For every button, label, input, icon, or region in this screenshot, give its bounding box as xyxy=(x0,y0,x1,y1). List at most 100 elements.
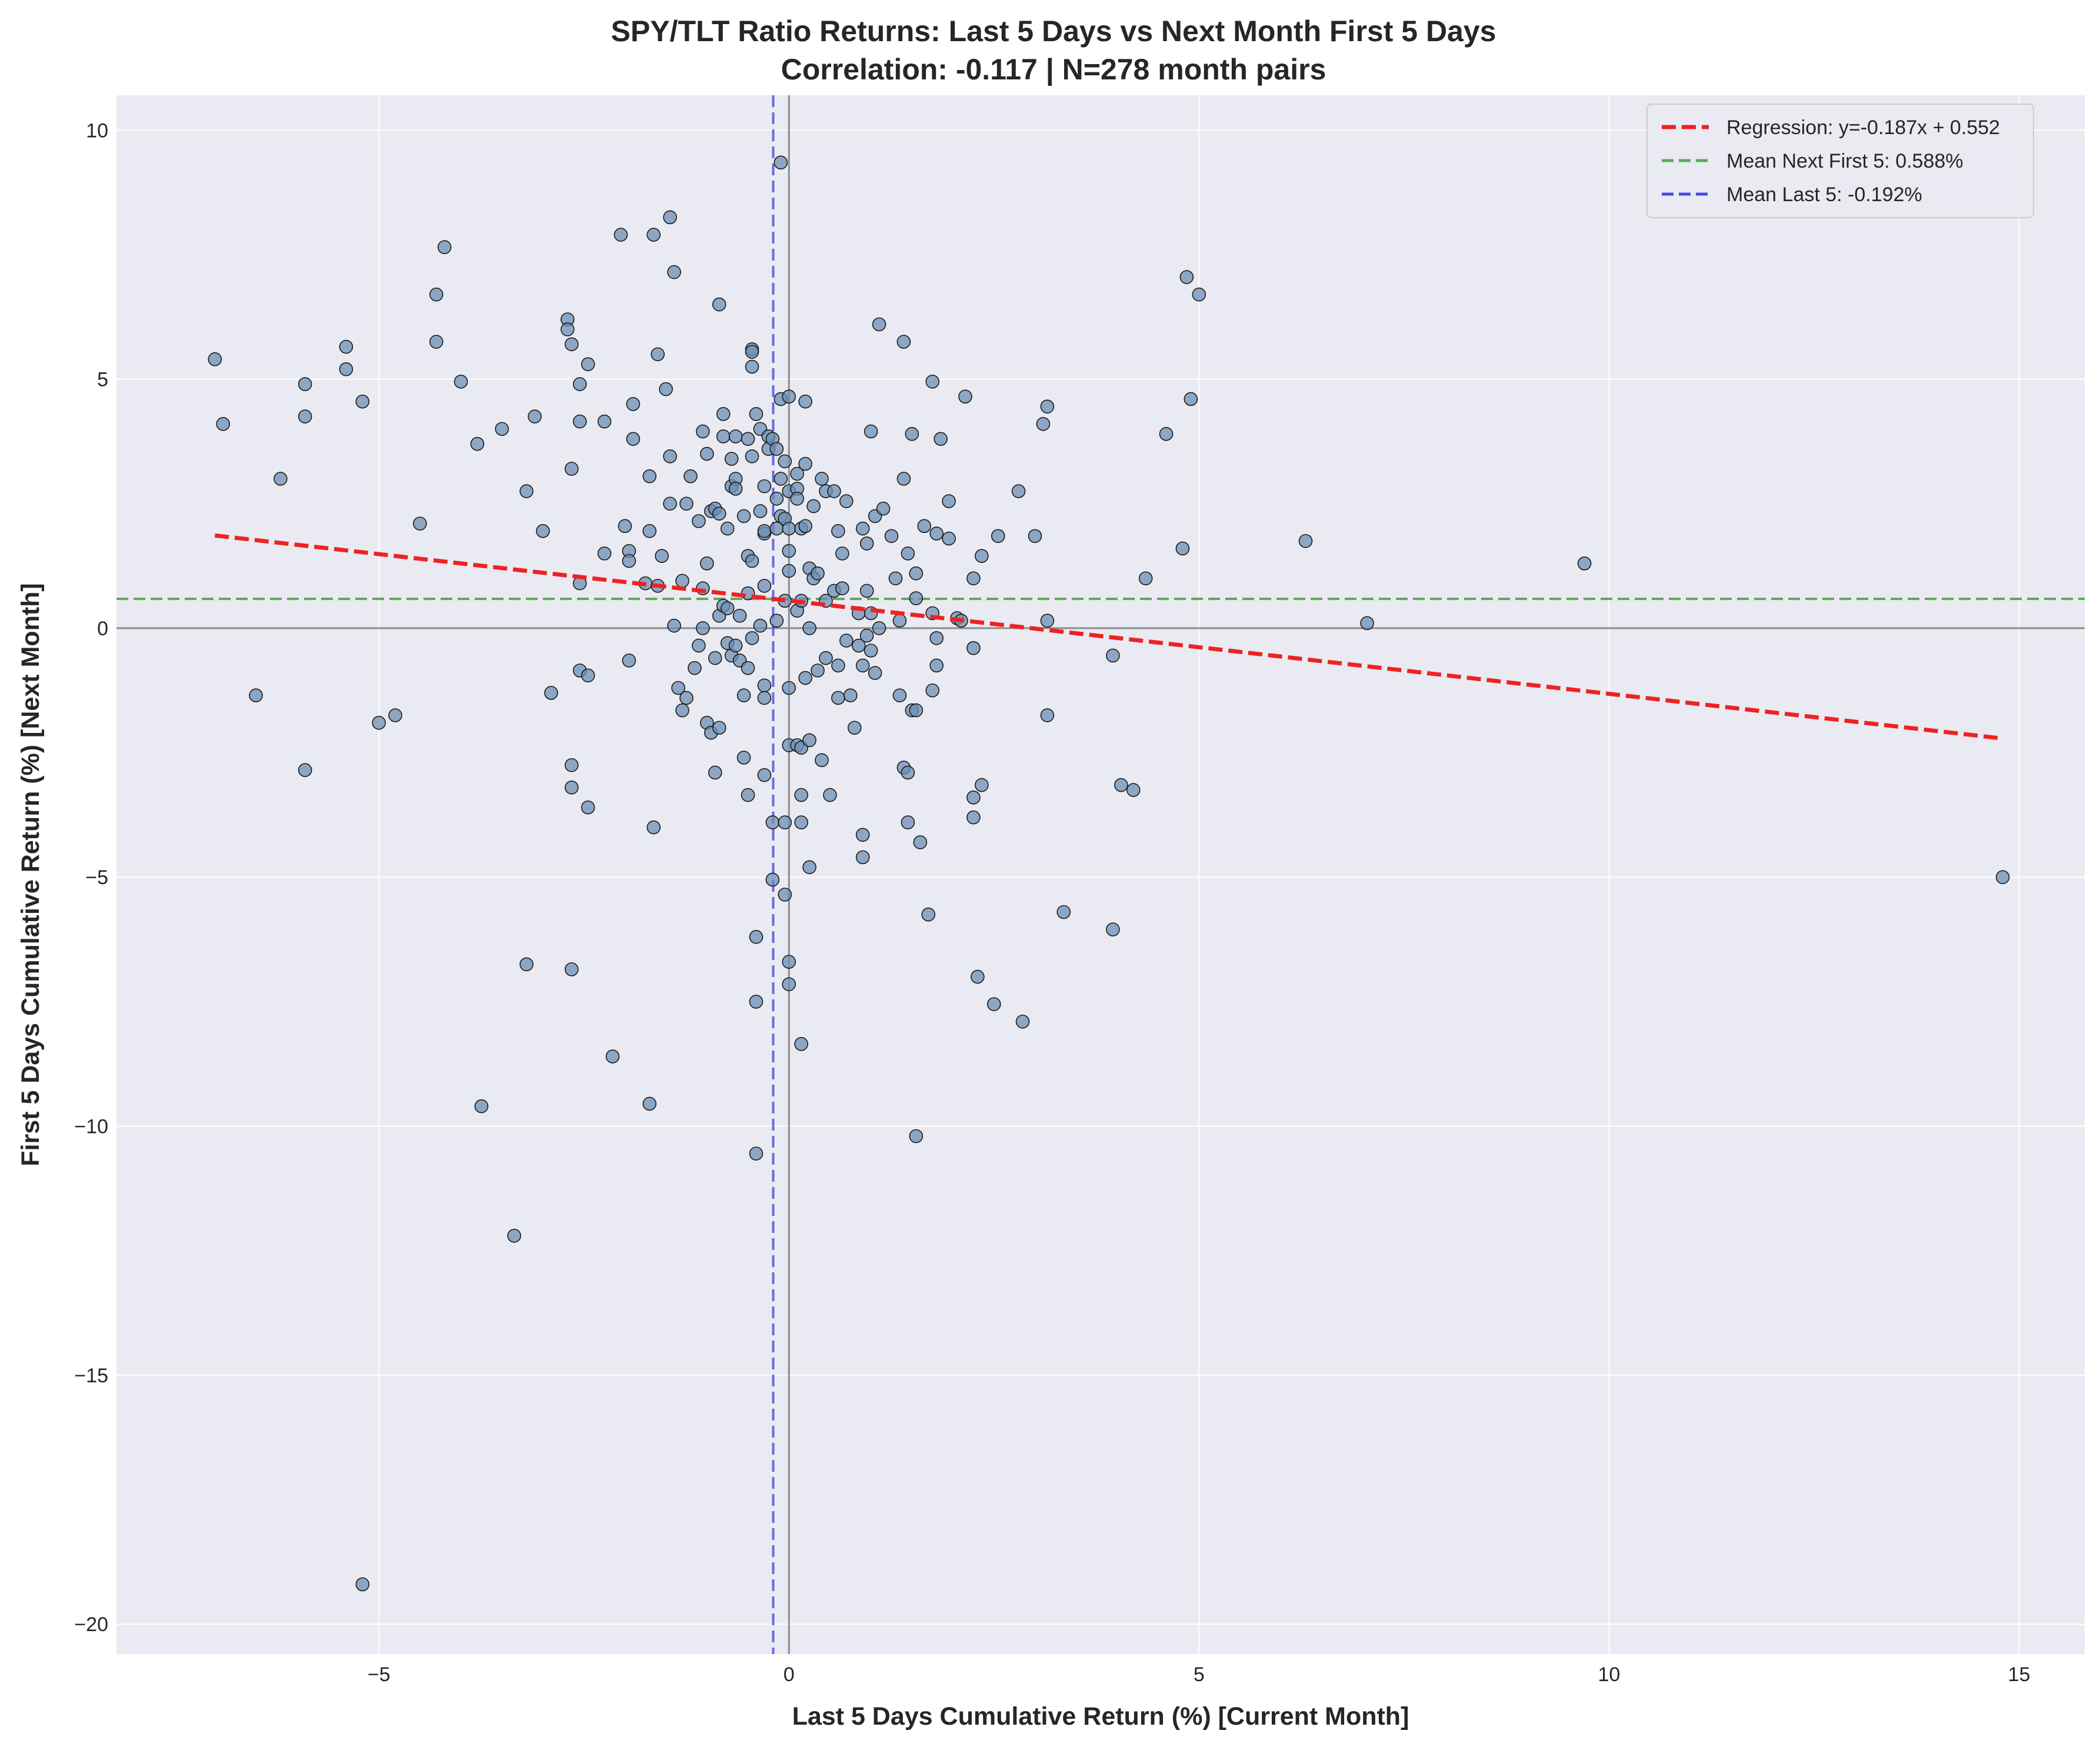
data-point xyxy=(925,375,939,389)
data-point xyxy=(917,519,932,534)
y-tick-label: 5 xyxy=(97,369,108,391)
data-point xyxy=(745,359,759,374)
data-point xyxy=(684,469,698,484)
data-point xyxy=(823,788,837,802)
data-point xyxy=(622,654,636,668)
data-point xyxy=(966,810,981,825)
data-point xyxy=(605,1049,620,1063)
data-point xyxy=(581,668,595,683)
data-point xyxy=(782,564,796,578)
data-point xyxy=(855,658,870,673)
data-point xyxy=(839,494,854,508)
data-point xyxy=(564,758,579,772)
data-point xyxy=(901,546,915,561)
data-point xyxy=(597,414,612,429)
data-point xyxy=(921,907,936,922)
data-point xyxy=(429,287,444,302)
tick-labels: −5 0 5 10 15 −20 −15 −10 −5 0 5 10 xyxy=(74,119,2030,1686)
y-tick-label: −15 xyxy=(74,1365,108,1387)
data-point xyxy=(769,614,784,628)
data-point xyxy=(564,781,579,795)
data-point xyxy=(1028,529,1042,544)
y-axis-label: First 5 Days Cumulative Return (%) [Next… xyxy=(16,583,45,1166)
data-point xyxy=(757,678,772,693)
data-point xyxy=(913,835,928,849)
data-point xyxy=(675,703,689,718)
y-tick-label: −20 xyxy=(74,1613,108,1636)
data-point xyxy=(745,345,759,359)
data-point xyxy=(667,265,681,279)
data-point xyxy=(831,691,845,705)
data-point xyxy=(811,566,825,581)
data-point xyxy=(855,521,870,536)
data-point xyxy=(712,506,726,521)
data-point xyxy=(806,499,821,514)
data-point xyxy=(646,228,661,242)
data-point xyxy=(216,416,231,431)
data-points xyxy=(208,155,2010,1592)
x-tick-label: −5 xyxy=(368,1663,391,1686)
data-point xyxy=(769,491,784,506)
data-point xyxy=(741,432,755,446)
data-point xyxy=(864,424,878,439)
data-point xyxy=(896,472,911,486)
data-point xyxy=(618,519,632,534)
data-point xyxy=(798,394,812,409)
data-point xyxy=(626,432,641,446)
data-point xyxy=(905,426,919,441)
x-tick-label: 10 xyxy=(1598,1663,1620,1686)
data-point xyxy=(741,661,755,675)
data-point xyxy=(712,297,726,312)
data-point xyxy=(355,394,370,409)
data-point xyxy=(667,618,681,633)
data-point xyxy=(519,957,534,972)
data-point xyxy=(831,658,845,673)
data-point xyxy=(712,721,726,735)
data-point xyxy=(470,436,485,451)
data-point xyxy=(986,997,1001,1011)
data-point xyxy=(560,322,575,336)
data-point xyxy=(572,414,587,429)
data-point xyxy=(778,815,792,829)
data-point xyxy=(798,671,812,685)
data-point xyxy=(564,962,579,976)
data-point xyxy=(749,407,764,421)
data-point xyxy=(790,491,804,506)
data-point xyxy=(544,686,558,700)
chart-title: SPY/TLT Ratio Returns: Last 5 Days vs Ne… xyxy=(611,15,1496,48)
data-point xyxy=(663,449,677,464)
data-point xyxy=(536,524,550,538)
data-point xyxy=(728,638,743,653)
data-point xyxy=(298,377,312,391)
data-point xyxy=(1011,484,1026,498)
data-point xyxy=(753,618,768,633)
data-point xyxy=(1360,616,1374,631)
data-point xyxy=(495,422,509,436)
data-point xyxy=(929,631,944,645)
data-point xyxy=(1138,571,1153,586)
data-point xyxy=(1056,905,1071,919)
data-point xyxy=(778,454,792,469)
data-point xyxy=(778,888,792,902)
data-point xyxy=(671,681,685,695)
data-point xyxy=(745,449,759,464)
data-point xyxy=(876,501,891,516)
data-point xyxy=(782,681,796,695)
data-point xyxy=(859,536,874,551)
data-point xyxy=(720,601,735,615)
data-point xyxy=(1298,534,1313,548)
data-point xyxy=(859,628,874,643)
data-point xyxy=(765,872,780,887)
data-point xyxy=(835,581,849,595)
data-point xyxy=(831,524,845,538)
data-point xyxy=(274,472,288,486)
data-point xyxy=(651,347,665,362)
data-point xyxy=(782,977,796,992)
data-point xyxy=(1106,922,1120,936)
data-point xyxy=(839,634,854,648)
data-point xyxy=(884,529,899,544)
data-point xyxy=(782,521,796,536)
data-point xyxy=(708,765,722,780)
data-point xyxy=(1040,399,1055,414)
data-point xyxy=(753,504,768,518)
